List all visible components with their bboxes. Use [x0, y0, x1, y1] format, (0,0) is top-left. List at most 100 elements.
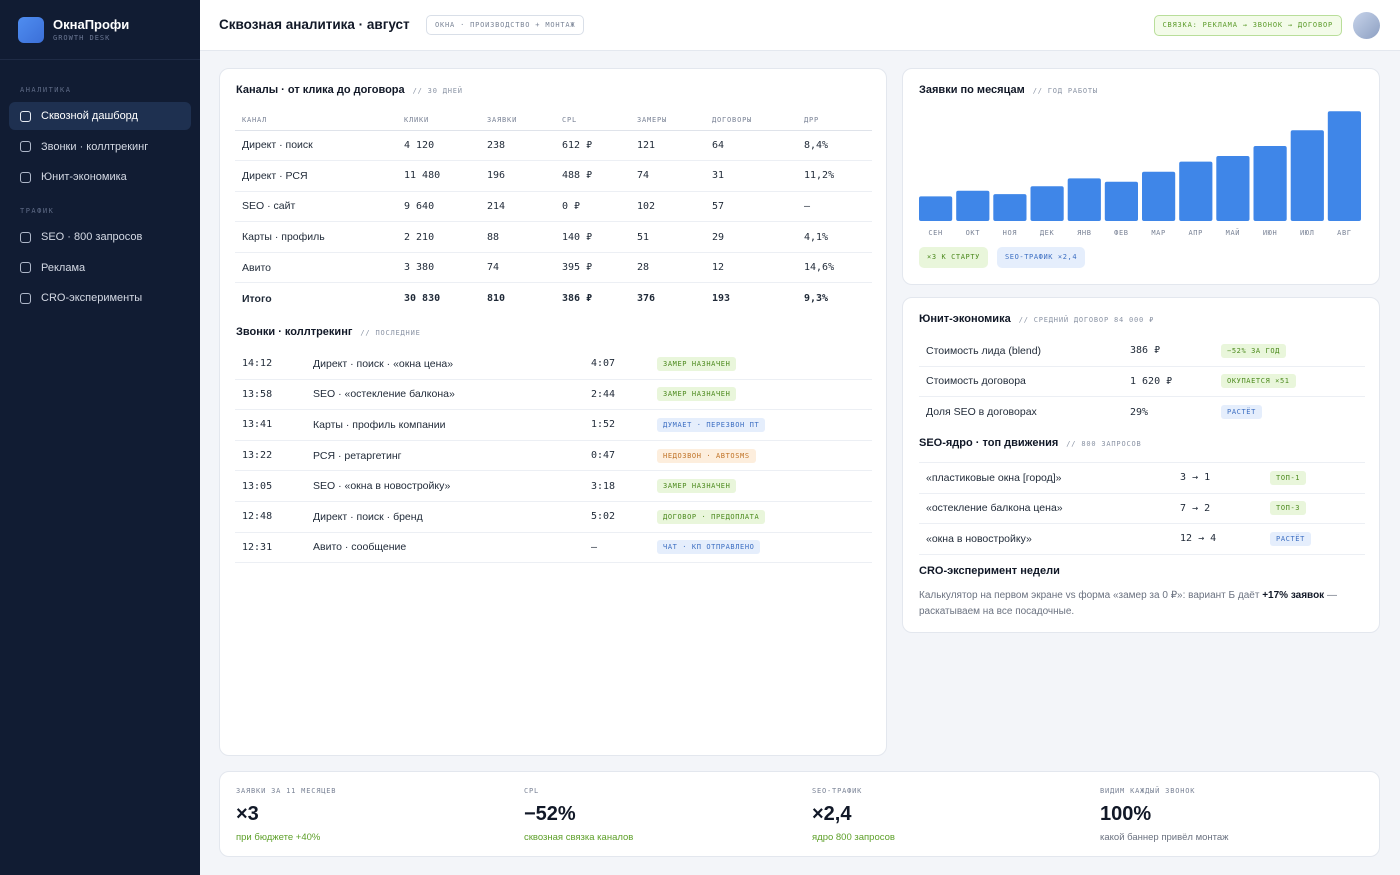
kpi-sub: какой баннер привёл монтаж — [1100, 832, 1229, 843]
seo-query: «остекление балкона цена» — [926, 502, 1063, 515]
call-source: Авито · сообщение — [313, 541, 407, 554]
metric-badge: ОКУПАЕТСЯ ×51 — [1221, 374, 1296, 389]
list-item[interactable]: 12:31 Авито · сообщение — ЧАТ · КП ОТПРА… — [235, 533, 872, 564]
list-item[interactable]: 12:48 Директ · поиск · бренд 5:02 ДОГОВО… — [235, 502, 872, 533]
table-row[interactable]: Директ · поиск 4 120 238 612 ₽ 121 64 8,… — [235, 130, 872, 162]
list-item[interactable]: 13:22 РСЯ · ретаргетинг 0:47 НЕДОЗВОН · … — [235, 441, 872, 472]
cell: 196 — [480, 160, 555, 192]
x-tick-label: МАЙ — [1226, 228, 1240, 237]
nav-section-analytics: АНАЛИТИКА — [20, 86, 72, 94]
x-tick-label: ИЮЛ — [1300, 229, 1314, 237]
bar-ИЮЛ[interactable] — [1290, 130, 1324, 221]
sidebar: ОкнаПрофи GROWTH DESK АНАЛИТИКА Сквозной… — [0, 0, 200, 875]
metric-value: 1 620 ₽ — [1130, 375, 1173, 387]
bar-МАР[interactable] — [1142, 171, 1176, 221]
brand[interactable]: ОкнаПрофи GROWTH DESK — [0, 0, 200, 60]
chart-title: Заявки по месяцам — [919, 84, 1025, 96]
sidebar-item-label: Юнит-экономика — [41, 171, 127, 183]
bar-ДЕК[interactable] — [1030, 186, 1064, 221]
table-row[interactable]: Директ · РСЯ 11 480 196 488 ₽ 74 31 11,2… — [235, 160, 872, 192]
kpi-card: ЗАЯВКИ ЗА 11 МЕСЯЦЕВ ×3 при бюджете +40% — [236, 772, 336, 843]
column-header: КЛИКИ — [397, 110, 480, 131]
cell: 214 — [480, 191, 555, 223]
seo-title: SEO-ядро · топ движения — [919, 437, 1059, 449]
cell: 612 ₽ — [555, 130, 630, 162]
unit-title-row: Юнит-экономика // СРЕДНИЙ ДОГОВОР 84 000… — [919, 313, 1154, 325]
call-duration: 1:52 — [591, 419, 616, 431]
kpi-strip: ЗАЯВКИ ЗА 11 МЕСЯЦЕВ ×3 при бюджете +40%… — [219, 771, 1380, 857]
bar-ИЮН[interactable] — [1253, 146, 1287, 221]
cro-text-after: — раскатываем на все посадочные. — [919, 590, 1337, 617]
table-row[interactable]: SEO · сайт 9 640 214 0 ₽ 102 57 — — [235, 191, 872, 223]
unit-economics-card: Юнит-экономика // СРЕДНИЙ ДОГОВОР 84 000… — [902, 297, 1380, 633]
kpi-value: 100% — [1100, 803, 1152, 825]
sidebar-item-ads[interactable]: Реклама — [9, 254, 191, 282]
cell: 9 640 — [397, 191, 480, 223]
call-source: Карты · профиль компании — [313, 418, 446, 431]
bar-АВГ[interactable] — [1327, 111, 1361, 221]
bar-ФЕВ[interactable] — [1104, 181, 1138, 221]
channels-title-row: Каналы · от клика до договора // 30 ДНЕЙ — [236, 84, 463, 96]
x-tick-label: АВГ — [1337, 229, 1351, 237]
cell: 51 — [630, 221, 705, 253]
cell: 11 480 — [397, 160, 480, 192]
cell: 30 830 — [404, 293, 441, 305]
header-tag: ОКНА · ПРОИЗВОДСТВО + МОНТАЖ — [426, 15, 585, 35]
kpi-label: CPL — [524, 787, 540, 795]
seo-note: // 800 ЗАПРОСОВ — [1066, 440, 1142, 448]
sidebar-item-label: Реклама — [41, 261, 86, 274]
list-item[interactable]: 14:12 Директ · поиск · «окна цена» 4:07 … — [235, 349, 872, 380]
bar-ОКТ[interactable] — [956, 190, 990, 221]
seo-query: «окна в новостройку» — [926, 532, 1032, 545]
square-icon — [20, 262, 31, 273]
metric-badge: −52% ЗА ГОД — [1221, 343, 1286, 358]
sidebar-item-cro[interactable]: CRO-эксперименты — [9, 284, 191, 312]
chart-badge: ×3 К СТАРТУ — [919, 247, 988, 268]
chart-title-row: Заявки по месяцам // ГОД РАБОТЫ — [919, 84, 1098, 96]
sidebar-item-dashboard[interactable]: Сквозной дашборд — [9, 102, 191, 130]
cell: 488 ₽ — [555, 160, 630, 192]
bar-СЕН[interactable] — [919, 196, 953, 221]
square-icon — [20, 231, 31, 243]
cro-highlight: +17% заявок — [1262, 590, 1325, 601]
call-time: 12:31 — [242, 541, 273, 553]
calls-title-row: Звонки · коллтрекинг // ПОСЛЕДНИЕ — [236, 326, 421, 338]
sidebar-item-calls[interactable]: Звонки · коллтрекинг — [9, 133, 191, 161]
table-row[interactable]: Авито 3 380 74 395 ₽ 28 12 14,6% — [235, 252, 872, 284]
table-total-row: Итого 30 830 810 386 ₽ 376 193 9,3% — [235, 283, 872, 314]
sidebar-item-seo[interactable]: SEO · 800 запросов — [9, 223, 191, 251]
metric-label: Стоимость договора — [926, 375, 1026, 388]
column-header: ДОГОВОРЫ — [705, 110, 797, 131]
list-item[interactable]: «окна в новостройку» 12 → 4 РАСТЁТ — [919, 524, 1365, 555]
cell: Директ · поиск — [235, 130, 397, 162]
bar-АПР[interactable] — [1179, 161, 1213, 221]
call-duration: — — [591, 541, 598, 553]
chart-card: Заявки по месяцам // ГОД РАБОТЫ СЕН ОКТ НО… — [902, 68, 1380, 285]
list-item[interactable]: 13:41 Карты · профиль компании 1:52 ДУМА… — [235, 410, 872, 441]
brand-subtitle: GROWTH DESK — [53, 33, 111, 42]
bar-ЯНВ[interactable] — [1067, 178, 1101, 221]
bar-НОЯ[interactable] — [993, 194, 1027, 221]
unit-list: Стоимость лида (blend) 386 ₽ −52% ЗА ГОД… — [919, 336, 1365, 428]
link-badge[interactable]: СВЯЗКА: РЕКЛАМА → ЗВОНОК → ДОГОВОР — [1153, 15, 1342, 36]
avatar[interactable] — [1353, 12, 1380, 39]
cell: 8,4% — [797, 130, 872, 162]
list-item[interactable]: «остекление балкона цена» 7 → 2 ТОП-3 — [919, 494, 1365, 525]
table-row[interactable]: Карты · профиль 2 210 88 140 ₽ 51 29 4,1… — [235, 221, 872, 253]
kpi-card: ВИДИМ КАЖДЫЙ ЗВОНОК 100% какой баннер пр… — [1100, 772, 1229, 843]
seo-position: 7 → 2 — [1180, 502, 1211, 514]
square-icon — [20, 110, 31, 122]
list-item[interactable]: 13:58 SEO · «остекление балкона» 2:44 ЗА… — [235, 380, 872, 411]
column-header: ЗАМЕРЫ — [630, 110, 705, 131]
kpi-label: SEO-ТРАФИК — [812, 787, 863, 795]
calls-note: // ПОСЛЕДНИЕ — [360, 329, 421, 337]
cell: 88 — [480, 221, 555, 253]
cell: 57 — [705, 191, 797, 223]
status-badge: ЧАТ · КП ОТПРАВЛЕНО — [657, 540, 761, 555]
cell: 74 — [630, 160, 705, 192]
sidebar-item-unit-economics[interactable]: Юнит-экономика — [9, 163, 191, 191]
list-item[interactable]: «пластиковые окна [город]» 3 → 1 ТОП-1 — [919, 463, 1365, 494]
call-time: 13:22 — [242, 450, 273, 462]
list-item[interactable]: 13:05 SEO · «окна в новостройку» 3:18 ЗА… — [235, 471, 872, 502]
bar-МАЙ[interactable] — [1216, 156, 1250, 221]
